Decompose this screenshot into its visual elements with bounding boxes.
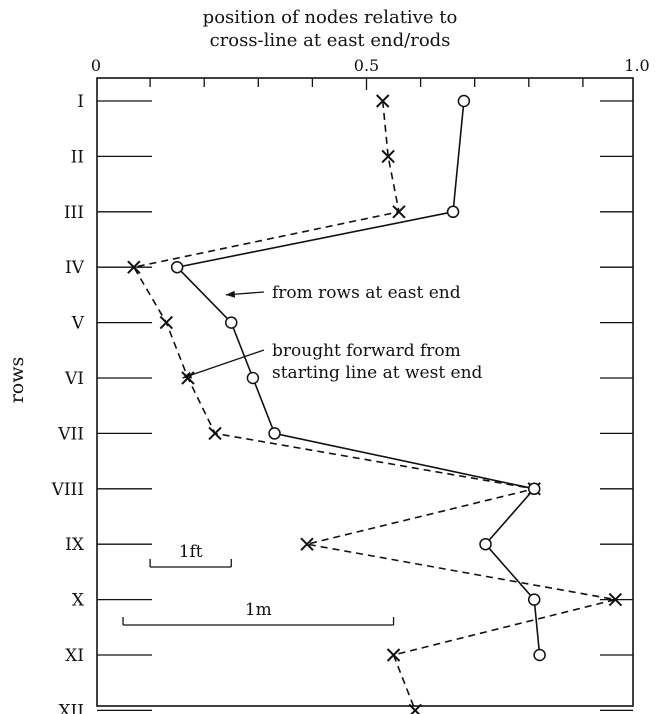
x-marker-stroke xyxy=(127,260,141,274)
y-tick-label: I xyxy=(77,92,84,112)
circle-marker xyxy=(170,260,184,274)
x-tick-label: 0 xyxy=(91,56,101,75)
x-marker xyxy=(127,260,141,274)
circle-marker xyxy=(527,593,541,606)
x-marker-stroke xyxy=(208,426,222,441)
x-marker xyxy=(608,592,623,607)
annotation: from rows at east end xyxy=(225,283,461,303)
x-marker-stroke xyxy=(392,205,406,219)
y-tick-label: II xyxy=(71,147,84,167)
y-tick-label: IV xyxy=(65,258,85,278)
annotation-text: starting line at west end xyxy=(272,363,483,383)
x-marker xyxy=(159,315,174,330)
circle-marker xyxy=(246,371,260,385)
x-marker xyxy=(300,537,314,551)
x-marker-stroke xyxy=(386,648,401,662)
x-axis-title-line-1: position of nodes relative to xyxy=(202,7,458,28)
y-tick-label: III xyxy=(64,203,84,223)
x-marker xyxy=(376,94,390,108)
x-marker xyxy=(208,426,222,441)
series-line-dashed xyxy=(132,100,616,711)
y-tick-label: XII xyxy=(58,701,84,714)
x-axis-title-line-2: cross-line at east end/rods xyxy=(209,30,451,51)
x-tick-label: 1.0 xyxy=(624,56,649,75)
circle-marker xyxy=(268,427,281,440)
y-tick-label: VIII xyxy=(51,480,84,500)
y-tick-label: VII xyxy=(57,424,84,444)
circle-marker xyxy=(225,316,238,329)
circle-marker xyxy=(479,537,492,551)
annotation-arrow-head xyxy=(225,290,236,298)
y-tick-label: VI xyxy=(64,369,84,389)
y-tick-label: IX xyxy=(65,535,85,555)
y-tick-label: V xyxy=(71,314,85,334)
x-marker xyxy=(408,703,422,714)
x-marker xyxy=(392,205,406,219)
circle-marker xyxy=(446,205,460,219)
annotation-text: brought forward from xyxy=(272,341,461,361)
x-marker-stroke xyxy=(381,149,395,164)
series-line-solid xyxy=(175,100,541,656)
x-marker-stroke xyxy=(300,537,314,551)
x-ticks xyxy=(149,78,584,90)
annotation-text: from rows at east end xyxy=(272,283,461,303)
circle-marker xyxy=(527,482,541,496)
x-marker-stroke xyxy=(376,94,390,108)
x-marker-stroke xyxy=(608,592,623,607)
scale-bar-label: 1ft xyxy=(179,542,203,562)
x-axis-title: position of nodes relative to cross-line… xyxy=(110,6,550,52)
scale-bar-label: 1m xyxy=(245,600,272,620)
x-marker xyxy=(386,648,401,662)
y-tick-label: XI xyxy=(65,646,84,666)
circle-marker xyxy=(533,648,546,662)
scale-bar: 1m xyxy=(122,600,395,626)
x-marker-stroke xyxy=(410,703,422,714)
x-marker-stroke xyxy=(159,315,174,330)
circle-marker xyxy=(457,94,471,108)
plot-frame xyxy=(96,77,634,707)
annotation-arrow-shaft xyxy=(182,349,265,379)
x-marker xyxy=(381,149,395,164)
annotation-arrow-head xyxy=(182,371,193,379)
x-tick-label: 0.5 xyxy=(354,56,379,75)
scale-bar: 1ft xyxy=(149,542,232,568)
y-tick-label: X xyxy=(72,591,85,611)
